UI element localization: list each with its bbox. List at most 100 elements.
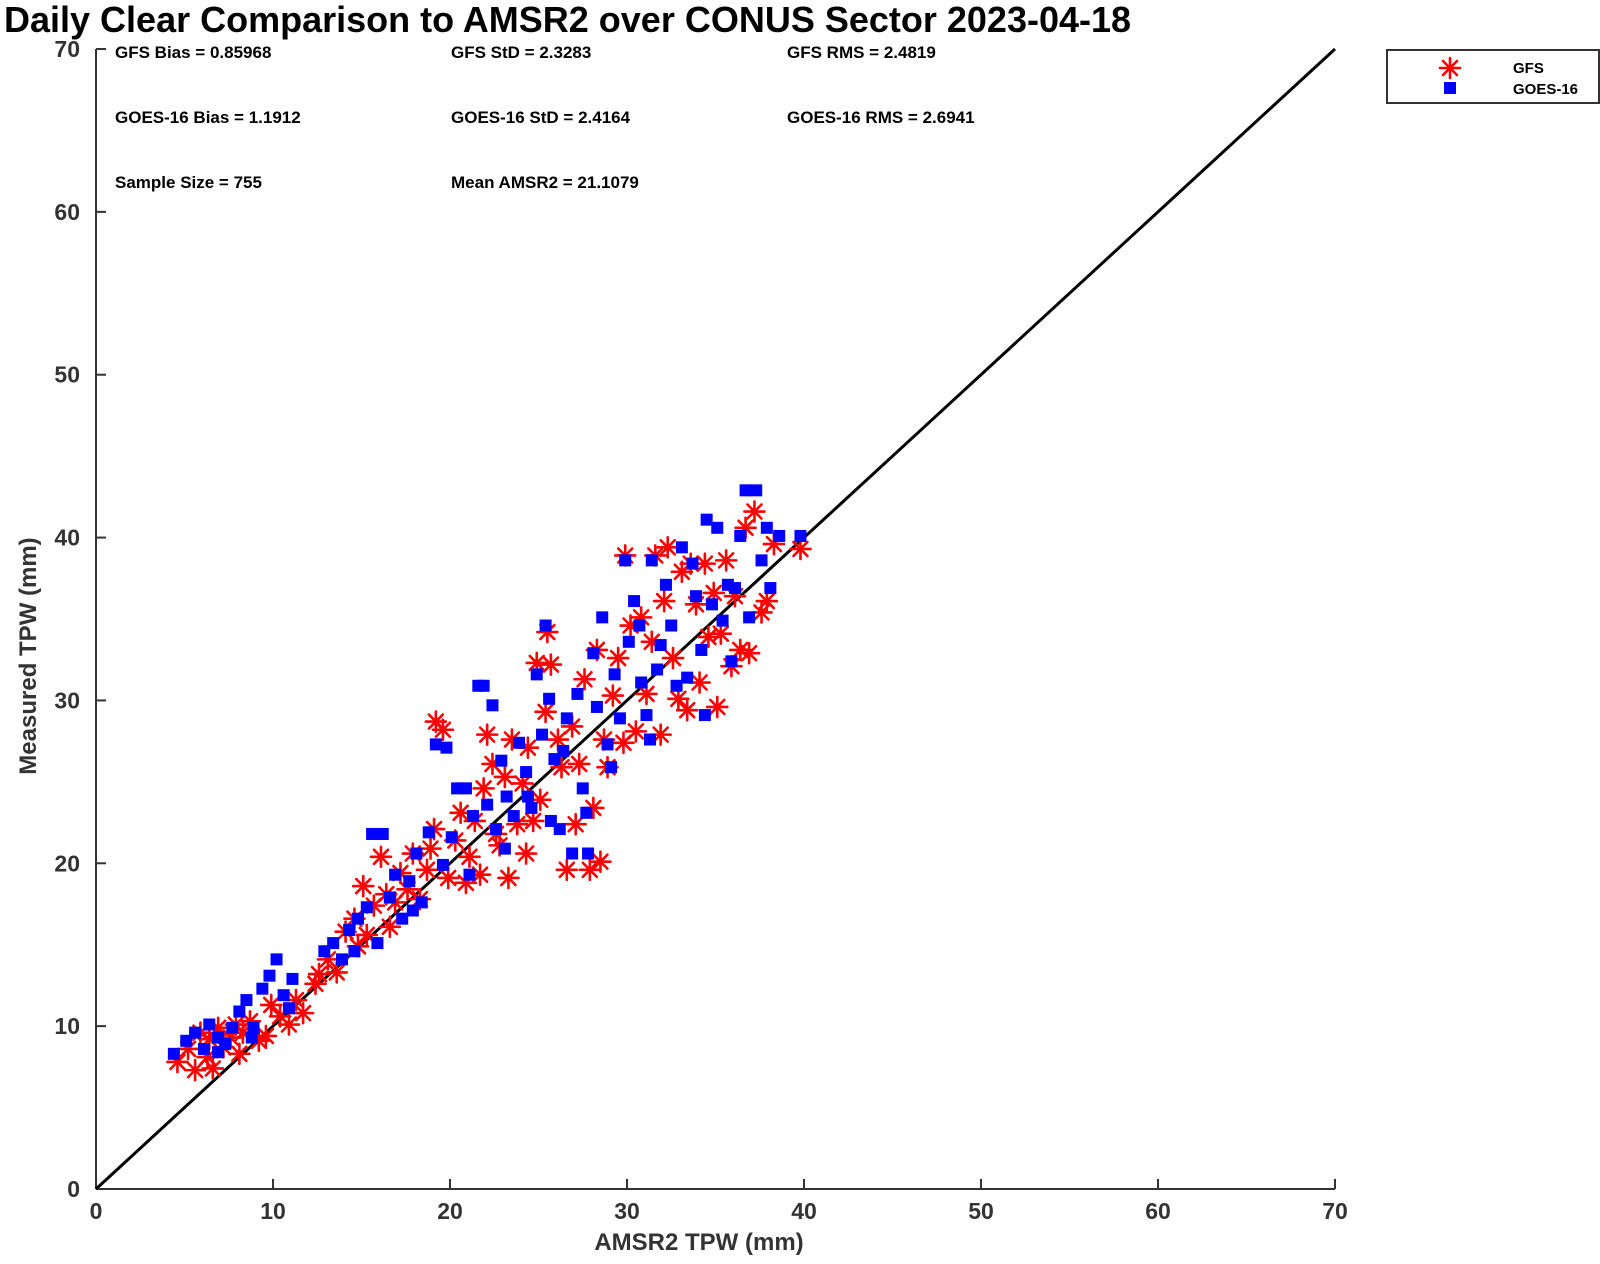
goes16-point (445, 831, 458, 844)
goes16-point (336, 953, 349, 966)
x-tick-label: 20 (437, 1198, 463, 1224)
goes16-point (739, 484, 752, 497)
goes16-point (389, 868, 402, 881)
goes16-point (406, 904, 419, 917)
goes16-point (203, 1018, 216, 1031)
goes16-point (263, 969, 276, 982)
goes16-point (495, 754, 508, 767)
goes16-point (608, 668, 621, 681)
legend-goes16-label: GOES-16 (1513, 81, 1578, 98)
stat-label: Mean AMSR2 = 21.1079 (451, 173, 639, 192)
goes16-point (403, 875, 416, 888)
goes16-point (189, 1026, 202, 1039)
stat-label: GOES-16 RMS = 2.6941 (787, 108, 975, 127)
goes16-point (681, 671, 694, 684)
legend-gfs-label: GFS (1513, 60, 1544, 77)
legend-gfs-marker (1438, 56, 1462, 80)
goes16-point (429, 738, 442, 751)
goes16-point (539, 619, 552, 632)
gfs-point (419, 837, 442, 860)
stat-label: GOES-16 Bias = 1.1912 (115, 108, 301, 127)
gfs-point (304, 972, 327, 996)
gfs-point (656, 536, 680, 559)
gfs-point (534, 700, 557, 724)
axes: 0 10 20 30 40 50 60 70 0 10 20 30 40 50 60 70 (54, 36, 1347, 1224)
goes16-point (675, 541, 688, 554)
goes16-point (286, 972, 299, 985)
gfs-point (475, 723, 499, 746)
goes16-point (256, 982, 269, 995)
goes16-point (659, 578, 672, 591)
goes16-point (734, 529, 747, 542)
goes16-point (543, 692, 556, 705)
goes16-point (794, 529, 807, 542)
goes16-point (644, 733, 657, 746)
x-tick-label: 50 (968, 1198, 994, 1224)
gfs-point (415, 858, 439, 882)
gfs-point (539, 653, 563, 676)
gfs-point (755, 589, 779, 613)
gfs-point (436, 866, 460, 890)
goes16-point (410, 847, 423, 860)
goes16-point (521, 790, 534, 803)
goes16-point (360, 901, 373, 914)
gfs-point (667, 687, 690, 711)
goes16-point (440, 741, 453, 754)
goes16-point (490, 823, 503, 836)
stat-label: GFS Bias = 0.85968 (115, 43, 271, 62)
y-tick-label: 20 (54, 850, 80, 876)
goes16-point (376, 827, 389, 840)
goes16-point (773, 529, 786, 542)
goes16-point (500, 790, 513, 803)
goes16-point (613, 712, 626, 725)
goes16-point (601, 738, 614, 751)
x-axis-label: AMSR2 TPW (mm) (594, 1229, 803, 1256)
goes16-point (743, 611, 756, 624)
goes16-point (520, 766, 533, 779)
x-tick-label: 40 (791, 1198, 817, 1224)
x-tick-label: 70 (1322, 1198, 1348, 1224)
goes16-point (507, 810, 520, 823)
goes16-point (536, 728, 549, 741)
goes16-point (525, 801, 538, 814)
goes16-point (240, 994, 253, 1007)
goes16-point (690, 590, 703, 603)
gfs-point (369, 845, 393, 869)
x-tick-label: 10 (260, 1198, 286, 1224)
gfs-point (228, 1042, 251, 1066)
stats-annotations: GFS Bias = 0.85968 GFS StD = 2.3283 GFS RM… (115, 43, 975, 192)
goes16-point (463, 868, 476, 881)
goes16-point (566, 847, 579, 860)
goes16-point (695, 643, 708, 656)
gfs-point (714, 549, 738, 572)
goes16-point (628, 595, 641, 608)
gfs-point (567, 752, 591, 776)
legend-goes16-marker (1444, 82, 1456, 94)
y-tick-label: 40 (54, 525, 80, 551)
gfs-point (709, 622, 733, 645)
gfs-point (514, 842, 538, 865)
goes16-point (750, 484, 763, 497)
gfs-point (743, 500, 766, 523)
y-tick-label: 50 (54, 362, 80, 388)
gfs-point (652, 589, 676, 613)
goes16-point (383, 891, 396, 904)
goes16-point (560, 712, 573, 725)
goes16-point (197, 1042, 210, 1055)
goes16-point (587, 647, 600, 660)
goes16-point (498, 842, 511, 855)
gfs-point (675, 698, 699, 722)
goes16-point (348, 945, 361, 958)
goes16-point (605, 761, 618, 774)
goes16-point (590, 700, 603, 713)
goes16-point (619, 554, 632, 567)
goes16-point (481, 798, 494, 811)
chart-title: Daily Clear Comparison to AMSR2 over CON… (4, 0, 1131, 40)
goes16-point (486, 699, 499, 712)
goes16-point (622, 635, 635, 648)
goes16-point (366, 827, 379, 840)
gfs-point (291, 1001, 315, 1025)
goes16-point (396, 912, 409, 925)
goes16-point (654, 639, 667, 652)
